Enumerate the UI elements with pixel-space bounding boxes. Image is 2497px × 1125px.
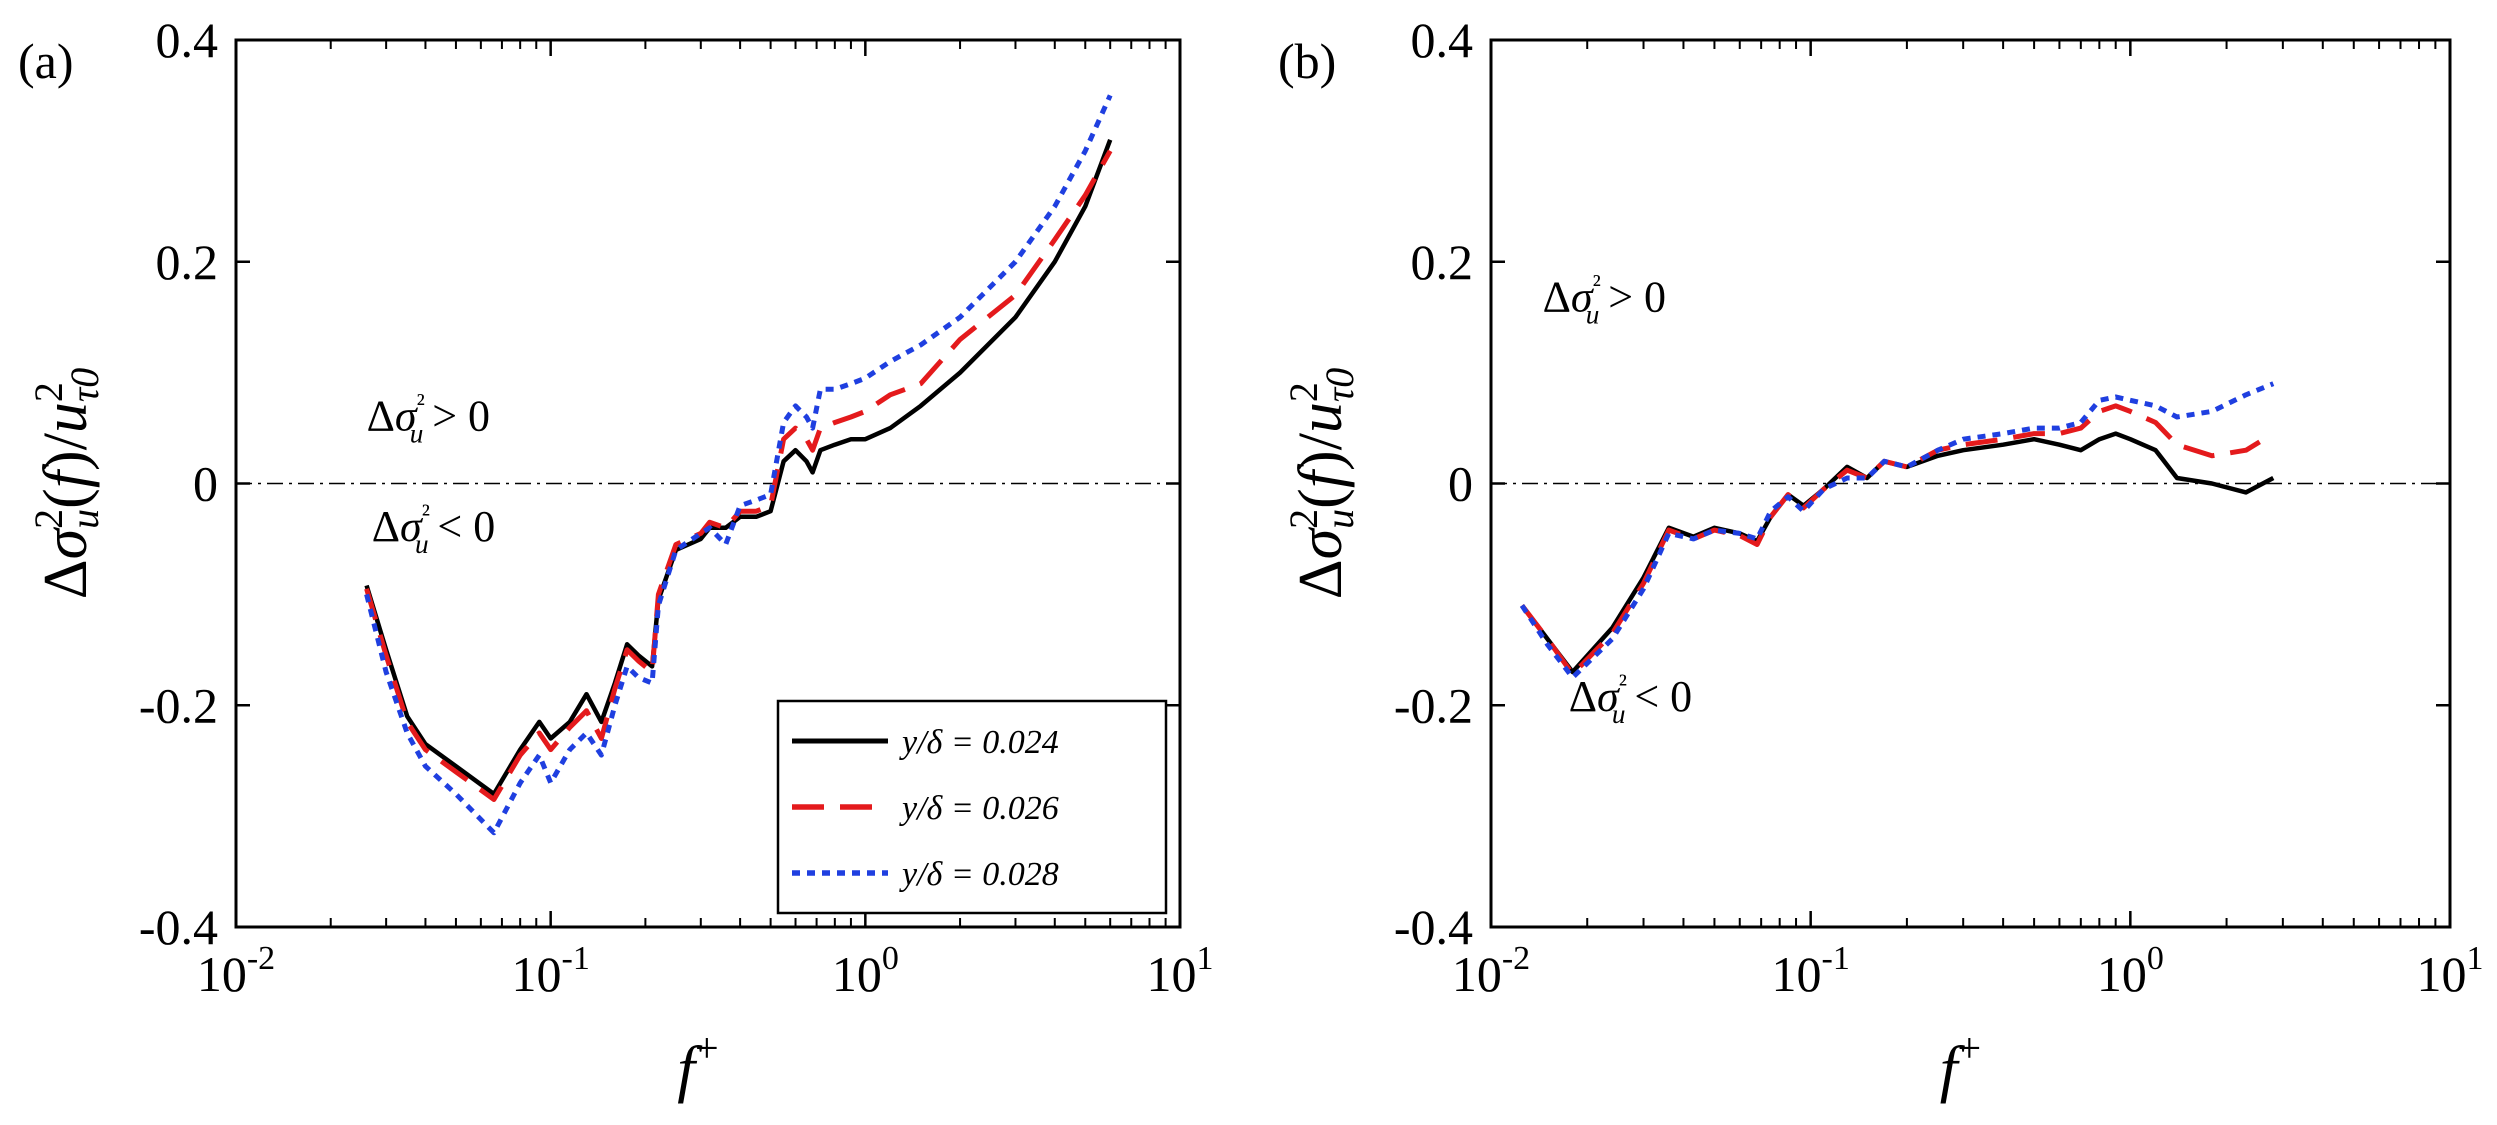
y-axis-title: Δσ2u(f)/u2τ0 bbox=[26, 368, 107, 600]
y-tick-label: 0.2 bbox=[156, 234, 219, 290]
x-axis-title: f+ bbox=[1940, 1026, 1981, 1104]
legend-label-2: y/δ = 0.026 bbox=[899, 790, 1059, 827]
y-tick-label: 0 bbox=[193, 456, 218, 512]
y-tick-label: 0.4 bbox=[156, 12, 219, 68]
annotation-text: Δσ² u < 0 bbox=[372, 499, 495, 559]
x-axis-title: f+ bbox=[677, 1026, 718, 1104]
panel-a: -0.4 -0.2 0 0.2 0.4 10-2 10-1 100 101 Δσ² u > 0 Δσ²… bbox=[18, 12, 1214, 1104]
y-tick-label: 0.2 bbox=[1411, 234, 1474, 290]
annotation-text: Δσ² u > 0 bbox=[367, 388, 490, 448]
y-tick-label: -0.4 bbox=[1394, 899, 1473, 955]
x-tick-label: 10-2 bbox=[197, 940, 275, 1002]
panel-b: -0.4 -0.2 0 0.2 0.4 10-2 10-1 100 101 Δσ² u > 0 Δσ²… bbox=[1278, 12, 2484, 1104]
series-line-2 bbox=[364, 149, 1113, 802]
x-tick-label: 10-1 bbox=[1772, 940, 1850, 1002]
panel-label: (a) bbox=[18, 33, 74, 89]
y-tick-label: -0.2 bbox=[1394, 677, 1473, 733]
annotation-text: Δσ² u > 0 bbox=[1543, 270, 1666, 330]
y-tick-label: -0.4 bbox=[139, 899, 218, 955]
legend-label-1: y/δ = 0.024 bbox=[899, 724, 1059, 761]
series-line-3 bbox=[364, 94, 1113, 836]
series-line-3 bbox=[1519, 381, 2275, 680]
y-tick-label: 0 bbox=[1448, 456, 1473, 512]
x-tick-label: 10-1 bbox=[512, 940, 590, 1002]
y-tick-label: 0.4 bbox=[1411, 12, 1474, 68]
y-tick-label: -0.2 bbox=[139, 677, 218, 733]
annotation-text: Δσ² u < 0 bbox=[1569, 669, 1692, 729]
x-tick-label: 100 bbox=[2097, 940, 2164, 1002]
legend-label-3: y/δ = 0.028 bbox=[899, 856, 1059, 893]
legend: y/δ = 0.024 y/δ = 0.026 y/δ = 0.028 bbox=[776, 699, 1168, 915]
y-axis-title: Δσ2u(f)/u2τ0 bbox=[1281, 368, 1362, 600]
panel-label: (b) bbox=[1278, 33, 1336, 89]
x-tick-label: 10-2 bbox=[1452, 940, 1530, 1002]
x-tick-label: 101 bbox=[1147, 940, 1214, 1002]
series-line-2 bbox=[1520, 403, 2275, 677]
x-tick-label: 100 bbox=[832, 940, 899, 1002]
x-tick-label: 101 bbox=[2417, 940, 2484, 1002]
